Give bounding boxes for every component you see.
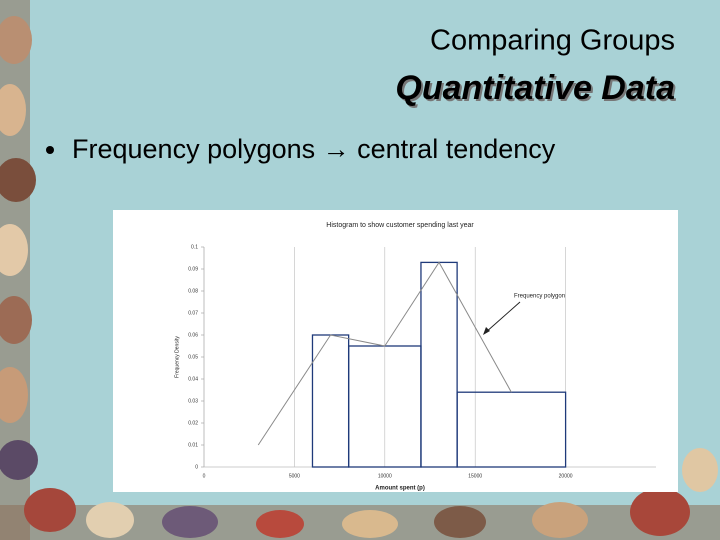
y-axis-label: Frequency Density [174, 336, 180, 378]
y-tick-label: 0 [195, 464, 198, 470]
y-tick-label: 0.02 [188, 420, 198, 426]
y-tick-label: 0.08 [188, 288, 198, 294]
y-tick-label: 0.06 [188, 332, 198, 338]
annotation: Frequency polygon [514, 294, 565, 300]
chart-background [113, 210, 678, 492]
x-axis-label: Amount spent (p) [375, 486, 425, 492]
y-tick-label: 0.03 [188, 398, 198, 404]
bullet-text: Frequency polygons → central tendency [72, 134, 556, 164]
annotation-arrowhead [483, 327, 490, 335]
x-tick-label: 10000 [378, 473, 392, 479]
slide-subtitle: Quantitative Data [395, 69, 675, 107]
annotation-arrow [484, 301, 521, 334]
y-tick-label: 0.07 [188, 310, 198, 316]
y-tick-label: 0.01 [188, 442, 198, 448]
slide-title: Comparing Groups [430, 25, 675, 57]
y-tick-label: 0.04 [188, 376, 198, 382]
x-tick-label: 20000 [559, 473, 573, 479]
x-tick-label: 15000 [468, 473, 482, 479]
slide-subtitle-shadow: Quantitative Data [397, 71, 677, 109]
x-tick-label: 5000 [289, 473, 300, 479]
chart-title: Histogram to show customer spending last… [326, 222, 474, 229]
y-tick-label: 0.05 [188, 354, 198, 360]
bullet-dot [46, 146, 54, 154]
y-tick-label: 0.1 [191, 244, 198, 250]
frequency-polygon [257, 261, 512, 446]
y-tick-label: 0.09 [188, 266, 198, 272]
x-tick-label: 0 [203, 473, 206, 479]
